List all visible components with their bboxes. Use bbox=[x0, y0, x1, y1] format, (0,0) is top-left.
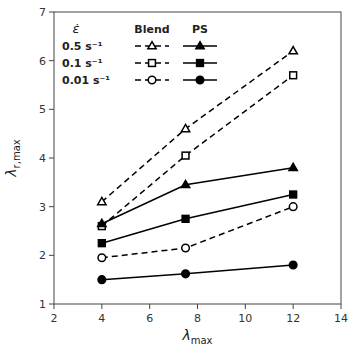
series-line bbox=[102, 168, 293, 224]
label-subscript: max bbox=[191, 335, 213, 346]
y-tick bbox=[49, 109, 54, 110]
series-marker bbox=[290, 191, 297, 198]
series-marker bbox=[289, 47, 297, 54]
y-tick-label: 5 bbox=[39, 103, 46, 116]
y-tick-label: 1 bbox=[39, 298, 46, 311]
x-tick bbox=[197, 304, 198, 309]
legend-marker-sample bbox=[196, 76, 204, 84]
x-tick-label: 12 bbox=[286, 312, 300, 325]
x-tick-label: 14 bbox=[334, 312, 348, 325]
plot-frame bbox=[54, 12, 341, 304]
x-tick bbox=[54, 304, 55, 309]
x-tick bbox=[149, 304, 150, 309]
series-marker bbox=[289, 163, 297, 170]
legend-marker-sample bbox=[149, 60, 156, 67]
series-marker bbox=[181, 124, 189, 131]
y-tick bbox=[49, 60, 54, 61]
plot-data bbox=[98, 47, 298, 284]
x-tick-label: 6 bbox=[146, 312, 153, 325]
legend: ε̇ Blend PS 0.5 s⁻¹ 0.1 s⁻¹ 0.01 s⁻¹ bbox=[62, 21, 217, 87]
series-marker bbox=[98, 254, 106, 262]
series-line bbox=[102, 51, 293, 202]
x-tick bbox=[245, 304, 246, 309]
series-marker bbox=[98, 276, 106, 284]
legend-row-label: 0.01 s⁻¹ bbox=[62, 74, 110, 87]
x-tick bbox=[293, 304, 294, 309]
legend-row-label: 0.5 s⁻¹ bbox=[62, 40, 103, 53]
legend-row-label: 0.1 s⁻¹ bbox=[62, 57, 103, 70]
legend-marker-sample bbox=[148, 42, 156, 49]
series-marker bbox=[289, 261, 297, 269]
legend-marker-sample bbox=[197, 60, 204, 67]
y-tick bbox=[49, 12, 54, 13]
x-tick-label: 4 bbox=[98, 312, 105, 325]
y-tick-label: 6 bbox=[39, 55, 46, 68]
series-marker bbox=[182, 244, 190, 252]
x-axis-label: λmax bbox=[181, 327, 212, 346]
x-tick-label: 8 bbox=[194, 312, 201, 325]
x-tick-label: 10 bbox=[238, 312, 252, 325]
series-marker bbox=[98, 219, 106, 226]
series-line bbox=[102, 207, 293, 258]
y-tick-label: 3 bbox=[39, 201, 46, 214]
series-line bbox=[102, 265, 293, 280]
series-marker bbox=[182, 270, 190, 278]
y-axis-label: λr,max bbox=[3, 139, 22, 177]
legend-marker-sample bbox=[196, 42, 204, 49]
y-tick-label: 4 bbox=[39, 152, 46, 165]
series-line bbox=[102, 195, 293, 244]
y-tick bbox=[49, 206, 54, 207]
x-tick-label: 2 bbox=[51, 312, 58, 325]
y-tick-label: 7 bbox=[39, 6, 46, 19]
x-tick bbox=[341, 304, 342, 309]
label-symbol: λ bbox=[181, 327, 190, 343]
series-marker bbox=[290, 72, 297, 79]
label-symbol: λ bbox=[3, 168, 19, 177]
series-marker bbox=[98, 197, 106, 204]
y-tick bbox=[49, 255, 54, 256]
y-tick-label: 2 bbox=[39, 249, 46, 262]
legend-marker-sample bbox=[148, 76, 156, 84]
legend-column-header: Blend bbox=[134, 23, 169, 36]
x-tick bbox=[101, 304, 102, 309]
chart: 24681012141234567λmaxλr,maxε̇BlendPS0.5 … bbox=[0, 0, 355, 350]
series-marker bbox=[182, 152, 189, 159]
legend-title: ε̇ bbox=[72, 21, 79, 36]
series-marker bbox=[289, 203, 297, 211]
series-marker bbox=[98, 240, 105, 247]
series-line bbox=[102, 75, 293, 226]
legend-column-header: PS bbox=[192, 23, 208, 36]
series-marker bbox=[182, 215, 189, 222]
series-marker bbox=[181, 180, 189, 187]
label-subscript: r,max bbox=[11, 139, 22, 168]
y-tick bbox=[49, 304, 54, 305]
y-tick bbox=[49, 158, 54, 159]
